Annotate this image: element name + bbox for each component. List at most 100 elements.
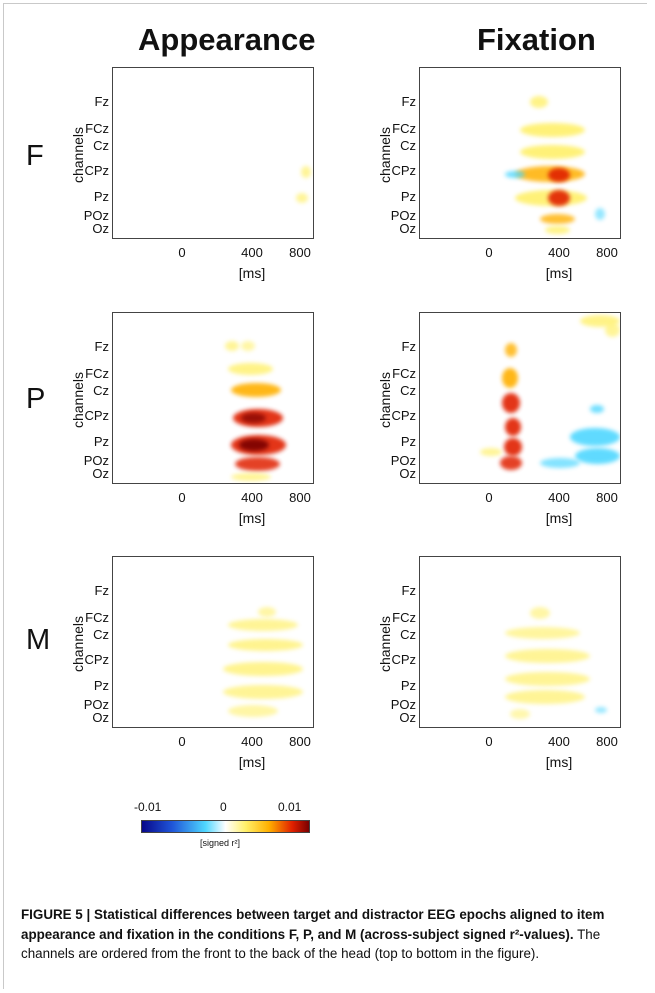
heatmap-cell bbox=[605, 323, 620, 337]
heatmap-cell bbox=[505, 672, 590, 686]
heatmap-cell bbox=[228, 705, 278, 717]
channel-label: POz bbox=[390, 208, 416, 223]
colorbar bbox=[141, 820, 310, 833]
figure-caption: FIGURE 5 | Statistical differences betwe… bbox=[21, 905, 639, 964]
heatmap-cell bbox=[223, 662, 303, 676]
heatmap-cell bbox=[540, 214, 575, 224]
heatmap-panel-p-appearance bbox=[112, 312, 314, 484]
heatmap-cell bbox=[231, 383, 281, 397]
colorbar-label: [signed r²] bbox=[200, 838, 241, 848]
heatmap-cell bbox=[235, 457, 280, 471]
heatmap-panel-m-appearance bbox=[112, 556, 314, 728]
heatmap-cell bbox=[504, 438, 522, 456]
channel-label: CPz bbox=[84, 652, 109, 667]
heatmap-cell bbox=[231, 473, 271, 481]
channel-label: CPz bbox=[84, 408, 109, 423]
caption-normal: The channels are ordered from the front … bbox=[21, 926, 601, 962]
channel-label: FCz bbox=[392, 121, 416, 136]
channel-axis-title: channels bbox=[70, 371, 87, 429]
channel-label: CPz bbox=[391, 163, 416, 178]
channel-label: FCz bbox=[85, 121, 109, 136]
channel-label: Pz bbox=[400, 189, 416, 204]
x-tick-label: 400 bbox=[548, 490, 570, 505]
x-tick-label: 800 bbox=[289, 490, 311, 505]
x-tick-label: 400 bbox=[241, 734, 263, 749]
heatmap-cell bbox=[510, 709, 530, 719]
heatmap-cell bbox=[505, 690, 585, 704]
channel-label: Cz bbox=[400, 383, 416, 398]
heatmap-cell bbox=[575, 448, 620, 464]
x-tick-label: 0 bbox=[178, 490, 186, 505]
x-axis-unit: [ms] bbox=[238, 265, 266, 281]
channel-label: Cz bbox=[93, 627, 109, 642]
x-axis-unit: [ms] bbox=[545, 510, 573, 526]
heatmap-cell bbox=[225, 341, 239, 351]
heatmap-cell bbox=[545, 226, 570, 234]
channel-label: POz bbox=[83, 453, 109, 468]
channel-axis-title: channels bbox=[70, 126, 87, 184]
channel-label: Cz bbox=[400, 138, 416, 153]
row-label-f: F bbox=[26, 140, 44, 172]
heatmap-cell bbox=[239, 439, 269, 451]
channel-axis-title: channels bbox=[377, 371, 394, 429]
heatmap-cell bbox=[228, 639, 303, 651]
heatmap-cell bbox=[228, 619, 298, 631]
channel-label: POz bbox=[83, 697, 109, 712]
channel-label: FCz bbox=[85, 366, 109, 381]
channel-label: POz bbox=[390, 697, 416, 712]
channel-label: POz bbox=[83, 208, 109, 223]
x-tick-label: 800 bbox=[289, 245, 311, 260]
x-tick-label: 0 bbox=[485, 734, 493, 749]
channel-label: CPz bbox=[391, 652, 416, 667]
channel-label: Fz bbox=[401, 583, 416, 598]
column-title-fixation: Fixation bbox=[477, 22, 596, 57]
heatmap-cell bbox=[505, 649, 590, 663]
heatmap-panel-m-fixation bbox=[419, 556, 621, 728]
channel-label: Fz bbox=[401, 94, 416, 109]
heatmap-panel-f-fixation bbox=[419, 67, 621, 239]
x-tick-label: 800 bbox=[596, 734, 618, 749]
colorbar-tick-zero: 0 bbox=[220, 800, 227, 814]
channel-label: FCz bbox=[85, 610, 109, 625]
channel-label: Fz bbox=[94, 94, 109, 109]
heatmap-cell bbox=[505, 418, 521, 436]
channel-label: Oz bbox=[92, 221, 109, 236]
channel-label: POz bbox=[390, 453, 416, 468]
channel-label: Fz bbox=[94, 583, 109, 598]
x-tick-label: 400 bbox=[548, 734, 570, 749]
channel-label: FCz bbox=[392, 366, 416, 381]
x-tick-label: 800 bbox=[596, 490, 618, 505]
x-tick-label: 800 bbox=[289, 734, 311, 749]
heatmap-cell bbox=[241, 413, 266, 423]
channel-axis-title: channels bbox=[70, 615, 87, 673]
channel-label: Pz bbox=[93, 678, 109, 693]
x-tick-label: 400 bbox=[548, 245, 570, 260]
heatmap-cell bbox=[258, 607, 276, 617]
channel-label: CPz bbox=[391, 408, 416, 423]
x-tick-label: 0 bbox=[485, 245, 493, 260]
channel-label: Fz bbox=[94, 339, 109, 354]
channel-label: Oz bbox=[399, 710, 416, 725]
colorbar-tick-max: 0.01 bbox=[278, 800, 302, 814]
channel-label: Cz bbox=[400, 627, 416, 642]
heatmap-cell bbox=[223, 685, 303, 699]
channel-axis-title: channels bbox=[377, 126, 394, 184]
figure-frame bbox=[3, 3, 647, 989]
x-tick-label: 800 bbox=[596, 245, 618, 260]
heatmap-cell bbox=[530, 96, 548, 108]
x-axis-unit: [ms] bbox=[238, 510, 266, 526]
channel-axis-title: channels bbox=[377, 615, 394, 673]
x-tick-label: 0 bbox=[178, 245, 186, 260]
channel-label: Oz bbox=[399, 466, 416, 481]
x-axis-unit: [ms] bbox=[545, 265, 573, 281]
channel-label: Pz bbox=[93, 434, 109, 449]
heatmap-cell bbox=[500, 456, 522, 470]
channel-label: Oz bbox=[92, 710, 109, 725]
heatmap-cell bbox=[502, 393, 520, 413]
row-label-m: M bbox=[26, 624, 51, 656]
heatmap-panel-f-appearance bbox=[112, 67, 314, 239]
colorbar-tick-min: -0.01 bbox=[134, 800, 162, 814]
channel-label: Cz bbox=[93, 138, 109, 153]
heatmap-cell bbox=[520, 145, 585, 159]
row-label-p: P bbox=[26, 383, 46, 415]
